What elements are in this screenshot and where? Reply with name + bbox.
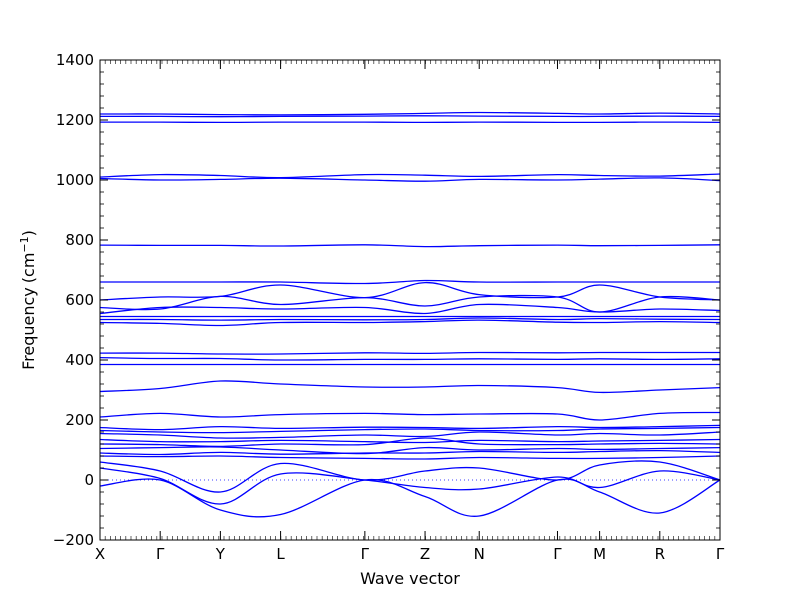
band-line-10 xyxy=(99,303,721,315)
band-line-15 xyxy=(99,356,721,361)
x-tick-label: Γ xyxy=(716,545,725,563)
y-tick-label: 1400 xyxy=(56,51,94,69)
band-line-23 xyxy=(99,437,721,448)
x-tick-label: Γ xyxy=(361,545,370,563)
x-tick-label: N xyxy=(474,545,485,563)
band-line-12 xyxy=(99,317,721,321)
band-line-25 xyxy=(99,449,721,456)
band-line-24 xyxy=(99,446,721,455)
y-tick-label: 200 xyxy=(65,411,94,429)
y-tick-label: 600 xyxy=(65,291,94,309)
band-line-28 xyxy=(99,467,721,505)
y-tick-label: 1000 xyxy=(56,171,94,189)
x-tick-label: X xyxy=(95,545,105,563)
y-axis: −200 0 200 400 600 800 1000 1200 1400 xyxy=(53,51,720,549)
band-line-27 xyxy=(99,460,721,493)
x-tick-label: L xyxy=(276,545,285,563)
x-tick-label: M xyxy=(593,545,606,563)
band-line-18 xyxy=(99,411,721,421)
band-line-6 xyxy=(99,244,721,248)
band-line-20 xyxy=(99,426,721,434)
x-tick-label: R xyxy=(655,545,665,563)
x-axis-label: Wave vector xyxy=(360,569,460,588)
band-line-7 xyxy=(99,279,720,285)
band-line-4 xyxy=(99,173,721,179)
plot-bands xyxy=(99,111,721,518)
band-line-29 xyxy=(99,478,721,518)
x-tick-label: Γ xyxy=(553,545,562,563)
band-line-26 xyxy=(99,455,721,460)
y-tick-label: −200 xyxy=(53,531,94,549)
y-tick-label: 400 xyxy=(65,351,94,369)
y-axis-label-unit: (cm xyxy=(19,253,38,284)
y-axis-label-main: Frequency xyxy=(19,287,38,370)
band-line-22 xyxy=(99,438,721,444)
plot-frame xyxy=(99,59,721,541)
band-line-17 xyxy=(99,380,721,394)
band-line-14 xyxy=(99,351,720,355)
band-line-9 xyxy=(99,294,721,313)
band-line-19 xyxy=(99,424,721,431)
band-line-2 xyxy=(100,115,721,118)
y-tick-label: 800 xyxy=(65,231,94,249)
band-line-5 xyxy=(99,177,721,182)
y-axis-label-close: ) xyxy=(19,230,38,236)
band-line-1 xyxy=(99,111,721,116)
band-line-8 xyxy=(99,281,721,301)
x-tick-label: Z xyxy=(420,545,430,563)
band-line-21 xyxy=(99,431,721,439)
y-tick-label: 1200 xyxy=(56,111,94,129)
x-tick-label: Y xyxy=(215,545,226,563)
y-axis-label-exponent: −1 xyxy=(18,236,31,252)
y-axis-label: Frequency (cm−1) xyxy=(18,230,38,370)
band-line-13 xyxy=(99,319,721,327)
x-tick-label: Γ xyxy=(156,545,165,563)
y-tick-label: 0 xyxy=(84,471,94,489)
